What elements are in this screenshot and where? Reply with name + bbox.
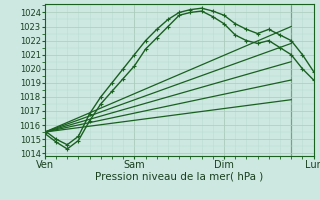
X-axis label: Pression niveau de la mer( hPa ): Pression niveau de la mer( hPa ) [95, 172, 263, 182]
